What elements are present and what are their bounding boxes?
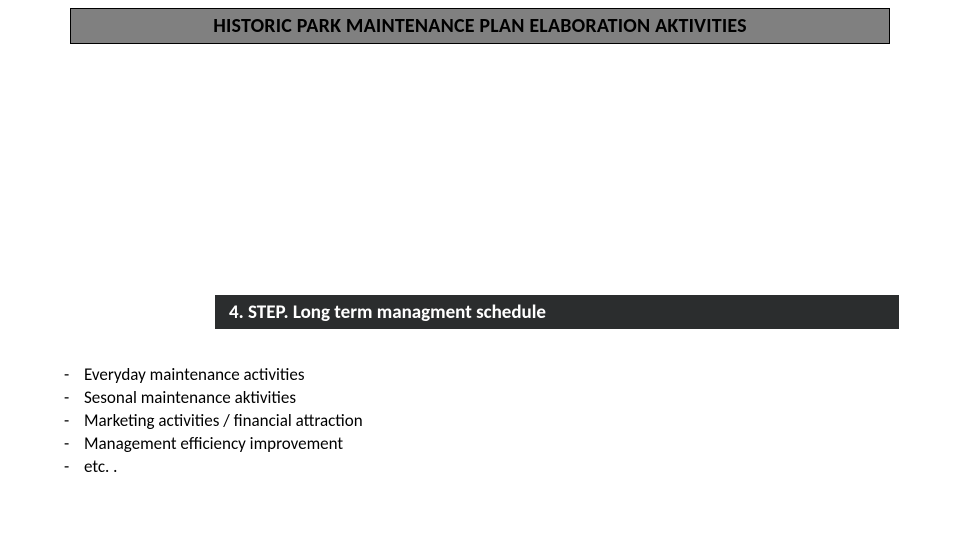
- list-item: Management efficiency improvement: [60, 433, 760, 456]
- step-heading: 4. STEP. Long term managment schedule: [229, 301, 546, 324]
- title-bar: HISTORIC PARK MAINTENANCE PLAN ELABORATI…: [70, 8, 890, 44]
- list-item: Everyday maintenance activities: [60, 364, 760, 387]
- list-item: etc. .: [60, 456, 760, 479]
- bullet-list: Everyday maintenance activities Sesonal …: [60, 364, 760, 479]
- list-item: Sesonal maintenance aktivities: [60, 387, 760, 410]
- step-heading-bar: 4. STEP. Long term managment schedule: [215, 295, 899, 329]
- page-title: HISTORIC PARK MAINTENANCE PLAN ELABORATI…: [213, 14, 747, 38]
- slide: HISTORIC PARK MAINTENANCE PLAN ELABORATI…: [0, 0, 960, 540]
- list-item: Marketing activities / financial attract…: [60, 410, 760, 433]
